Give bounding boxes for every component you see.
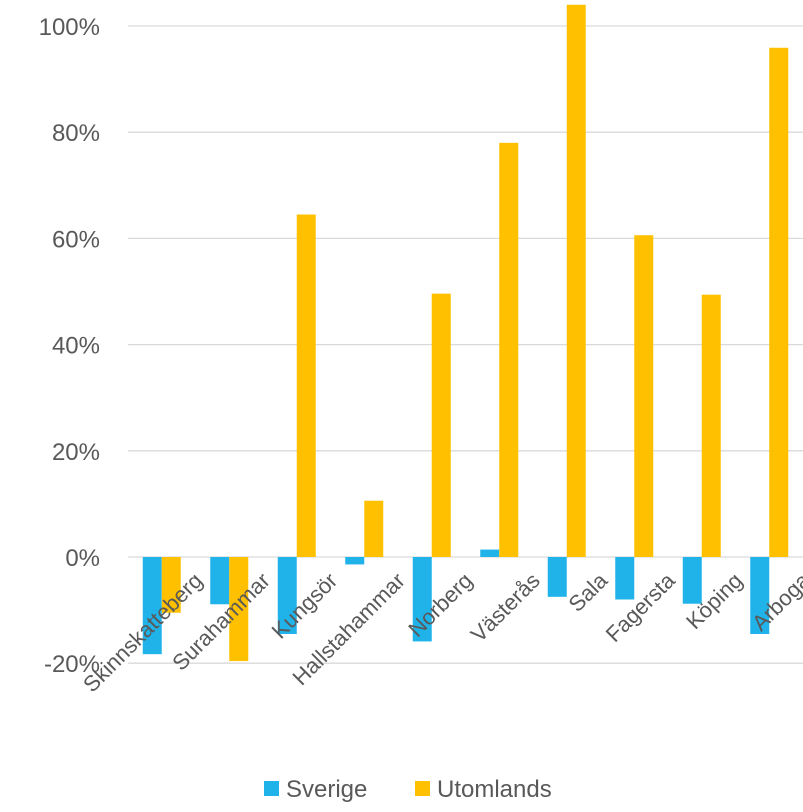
x-category-label: Västerås	[466, 568, 545, 647]
legend-swatch-sverige	[264, 781, 279, 796]
bar-sverige	[345, 557, 364, 564]
y-tick-label: 20%	[52, 439, 100, 466]
bar-sverige	[683, 557, 702, 604]
bar-sverige	[480, 550, 499, 557]
legend-label-sverige: Sverige	[286, 776, 367, 803]
bar-sverige	[210, 557, 229, 604]
legend: Sverige Utomlands	[264, 776, 552, 803]
bar-utomlands	[364, 501, 383, 557]
y-tick-label: 100%	[39, 14, 100, 41]
x-category-label: Skinnskatteberg	[78, 568, 207, 697]
bar-utomlands	[769, 48, 788, 557]
bar-utomlands	[432, 294, 451, 557]
x-category-label: Fagersta	[601, 567, 681, 647]
bar-utomlands	[499, 143, 518, 557]
bar-utomlands	[567, 5, 586, 557]
bars	[143, 5, 789, 661]
bar-sverige	[548, 557, 567, 597]
legend-label-utomlands: Utomlands	[437, 776, 552, 803]
bar-utomlands	[634, 235, 653, 557]
x-category-label: Sala	[563, 567, 612, 616]
y-tick-label: 0%	[65, 545, 100, 572]
bar-utomlands	[297, 215, 316, 557]
bar-sverige	[615, 557, 634, 599]
y-axis-ticks: -20%0%20%40%60%80%100%	[39, 14, 100, 678]
legend-swatch-utomlands	[415, 781, 430, 796]
y-tick-label: 80%	[52, 120, 100, 147]
bar-utomlands	[702, 295, 721, 557]
y-tick-label: 60%	[52, 226, 100, 253]
y-tick-label: 40%	[52, 333, 100, 360]
